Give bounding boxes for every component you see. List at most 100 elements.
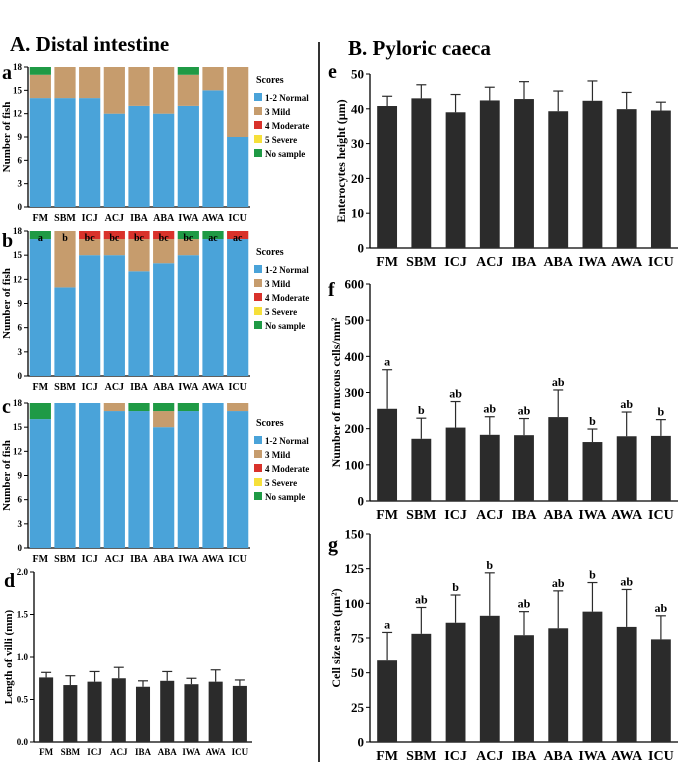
y-tick-label-c: 3 xyxy=(18,519,23,529)
x-tick-label-g: FM xyxy=(376,749,398,764)
y-tick-label-a: 0 xyxy=(18,202,23,212)
bar-segment-a xyxy=(227,137,249,207)
legend-label-b: 3 Mild xyxy=(265,279,290,289)
bar-g xyxy=(479,615,500,742)
bar-f xyxy=(377,408,398,501)
significance-label-f: ab xyxy=(449,387,462,401)
bar-f xyxy=(616,436,637,501)
x-tick-label-a: ICJ xyxy=(82,213,98,224)
section-divider xyxy=(318,42,320,762)
y-axis-label-f: Number of mucous cells/mm² xyxy=(329,317,343,467)
legend-title-c: Scores xyxy=(256,418,284,429)
bar-d xyxy=(63,685,78,742)
significance-label-b: bc xyxy=(183,233,194,244)
y-axis-label-e: Enterocytes height (µm) xyxy=(334,99,348,222)
x-tick-label-e: IWA xyxy=(578,255,607,270)
legend-swatch-c xyxy=(254,492,262,500)
bar-segment-b xyxy=(202,231,224,240)
bar-segment-a xyxy=(202,90,224,207)
y-tick-label-b: 12 xyxy=(13,274,23,284)
bar-segment-c xyxy=(29,403,51,420)
significance-label-b: ac xyxy=(208,233,218,244)
bar-d xyxy=(135,686,151,742)
x-tick-label-d: FM xyxy=(39,747,53,757)
bar-segment-a xyxy=(153,67,175,114)
y-tick-label-e: 30 xyxy=(351,136,364,151)
x-tick-label-c: IBA xyxy=(130,554,149,565)
x-tick-label-b: FM xyxy=(33,382,49,393)
panel-letter-b: b xyxy=(2,230,13,252)
bar-g xyxy=(445,622,466,742)
bar-d xyxy=(184,684,199,742)
x-tick-label-c: SBM xyxy=(54,554,76,565)
y-tick-label-a: 15 xyxy=(13,85,23,95)
x-tick-label-a: IWA xyxy=(178,213,199,224)
bar-segment-a xyxy=(54,98,76,207)
legend-swatch-b xyxy=(254,279,262,287)
x-tick-label-b: AWA xyxy=(202,382,225,393)
legend-swatch-c xyxy=(254,436,262,444)
bar-segment-c xyxy=(177,403,199,412)
bar-segment-c xyxy=(202,403,224,548)
x-tick-label-a: FM xyxy=(33,213,49,224)
bar-segment-a xyxy=(103,67,125,114)
legend-swatch-a xyxy=(254,107,262,115)
x-tick-label-e: SBM xyxy=(406,255,436,270)
y-tick-label-e: 20 xyxy=(351,171,364,186)
x-tick-label-d: ACJ xyxy=(110,747,128,757)
bar-d xyxy=(160,680,175,742)
significance-label-f: ab xyxy=(552,375,565,389)
bar-e xyxy=(445,112,466,248)
y-tick-label-g: 0 xyxy=(358,735,365,750)
legend-swatch-a xyxy=(254,135,262,143)
bar-segment-b xyxy=(103,255,125,376)
x-tick-label-e: FM xyxy=(376,255,398,270)
bar-segment-a xyxy=(227,67,249,137)
bar-segment-c xyxy=(103,411,125,548)
significance-label-b: ac xyxy=(233,233,243,244)
bar-segment-a xyxy=(202,67,224,91)
x-tick-label-d: ICU xyxy=(232,747,249,757)
bar-segment-b xyxy=(54,231,76,288)
y-tick-label-a: 6 xyxy=(18,155,23,165)
y-tick-label-a: 12 xyxy=(13,109,23,119)
bar-g xyxy=(616,626,637,742)
bar-segment-c xyxy=(103,403,125,412)
panel-letter-f: f xyxy=(328,279,335,301)
significance-label-b: bc xyxy=(109,233,120,244)
legend-swatch-c xyxy=(254,450,262,458)
bar-f xyxy=(479,434,500,501)
significance-label-b: a xyxy=(38,233,43,244)
bar-e xyxy=(582,100,603,249)
panel-letter-e: e xyxy=(328,61,337,83)
significance-label-g: b xyxy=(589,568,596,582)
y-tick-label-f: 0 xyxy=(358,494,365,509)
x-tick-label-b: SBM xyxy=(54,382,76,393)
bar-segment-b xyxy=(128,231,150,240)
legend-swatch-b xyxy=(254,321,262,329)
bar-segment-c xyxy=(177,411,199,548)
legend-title-b: Scores xyxy=(256,247,284,258)
x-tick-label-f: IBA xyxy=(512,508,538,523)
bar-segment-b xyxy=(79,231,101,240)
y-tick-label-b: 0 xyxy=(18,371,23,381)
y-tick-label-f: 200 xyxy=(345,421,365,436)
x-tick-label-g: ABA xyxy=(543,749,573,764)
bar-d xyxy=(39,677,54,742)
x-tick-label-c: ICJ xyxy=(82,554,98,565)
y-tick-label-b: 3 xyxy=(18,347,23,357)
x-tick-label-b: IBA xyxy=(130,382,149,393)
x-tick-label-g: SBM xyxy=(406,749,436,764)
significance-label-f: b xyxy=(658,405,665,419)
bar-segment-c xyxy=(54,403,76,548)
significance-label-g: ab xyxy=(655,601,668,615)
panel-letter-g: g xyxy=(328,534,338,556)
bar-segment-b xyxy=(177,231,199,240)
bar-e xyxy=(548,111,569,249)
y-tick-label-c: 15 xyxy=(13,422,23,432)
bar-segment-b xyxy=(128,239,150,272)
bar-segment-b xyxy=(153,263,175,376)
panel-letter-a: a xyxy=(2,62,12,84)
legend-label-c: 3 Mild xyxy=(265,450,290,460)
bar-segment-c xyxy=(153,427,175,548)
